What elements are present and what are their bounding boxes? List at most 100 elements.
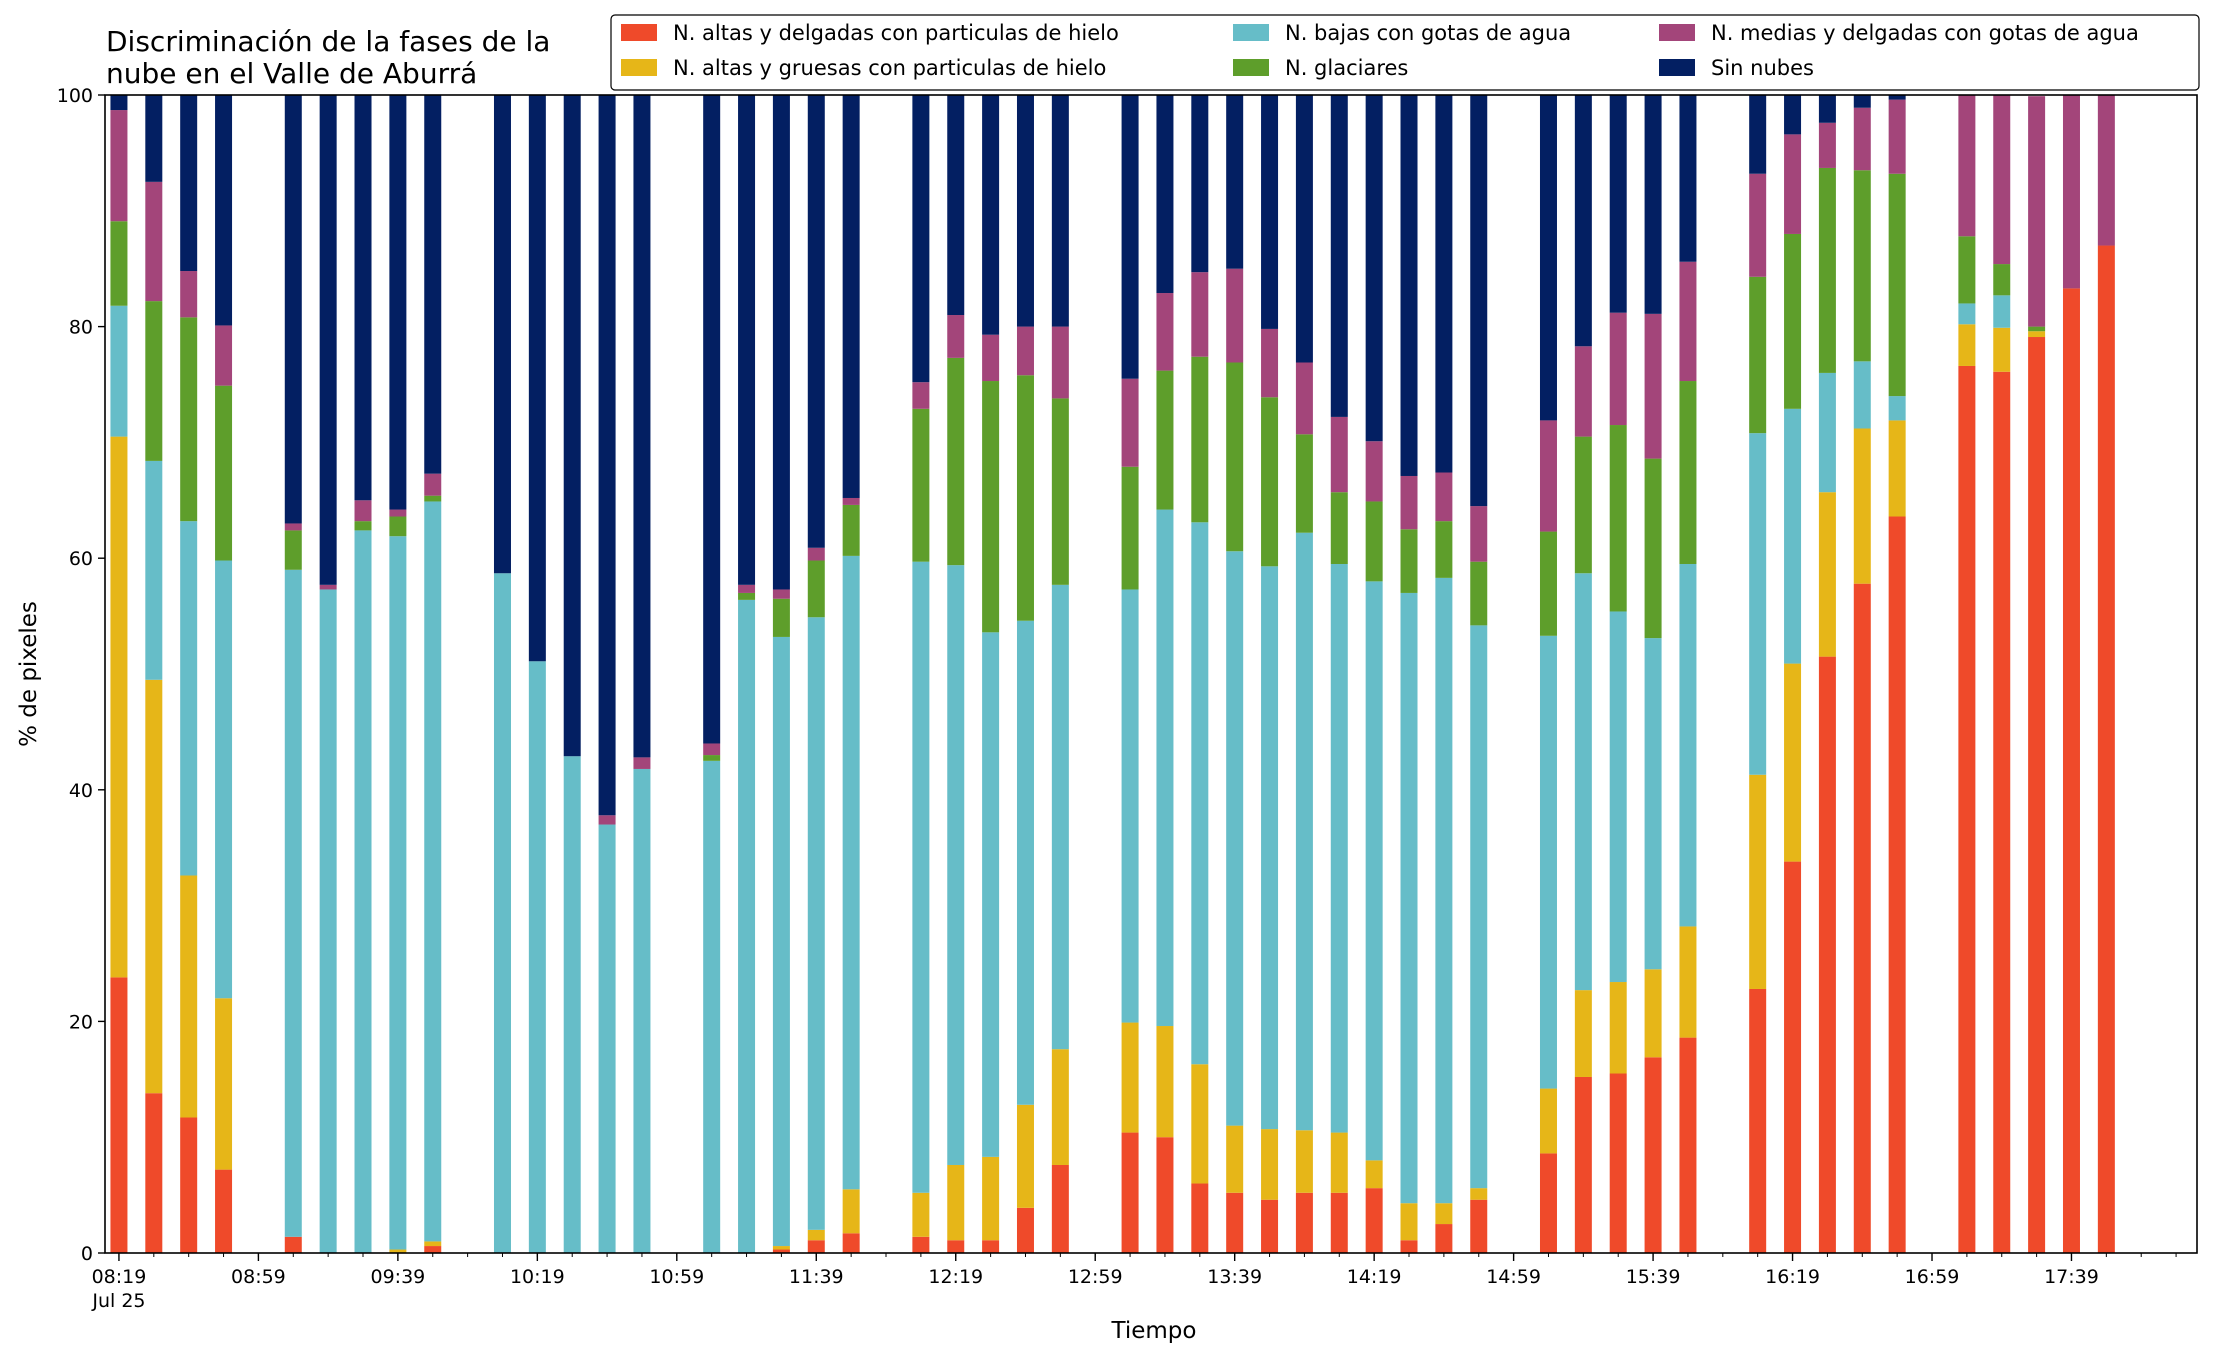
bar-segment bbox=[1888, 420, 1906, 517]
bar-segment bbox=[354, 95, 372, 501]
bar-segment bbox=[145, 1093, 163, 1253]
bar-segment bbox=[1993, 371, 2011, 1253]
bar-segment bbox=[1330, 492, 1348, 564]
bar-segment bbox=[1400, 95, 1418, 476]
bar-segment bbox=[145, 95, 163, 182]
bar-segment bbox=[1226, 362, 1244, 552]
bar-segment bbox=[1261, 397, 1279, 567]
x-axis-label: Tiempo bbox=[1111, 1318, 1197, 1344]
bar-segment bbox=[1261, 95, 1279, 329]
bar-segment bbox=[284, 569, 302, 1237]
x-tick-label: 12:19 bbox=[928, 1266, 983, 1288]
bar-segment bbox=[1888, 173, 1906, 397]
bar-segment bbox=[1156, 370, 1174, 510]
bar-segment bbox=[1016, 1104, 1034, 1208]
x-tick-sublabel: Jul 25 bbox=[91, 1290, 145, 1312]
bar-segment bbox=[633, 95, 651, 758]
bar-segment bbox=[1191, 272, 1209, 357]
bar-segment bbox=[1295, 434, 1313, 533]
bar-segment bbox=[1400, 529, 1418, 593]
y-tick-label: 80 bbox=[69, 317, 93, 339]
bar-segment bbox=[1330, 1192, 1348, 1253]
bar-segment bbox=[1121, 95, 1139, 379]
bar-segment bbox=[1958, 365, 1976, 1254]
bar-segment bbox=[772, 1249, 790, 1253]
bar-segment bbox=[215, 95, 233, 326]
bar-segment bbox=[1156, 509, 1174, 1027]
bar-segment bbox=[947, 565, 965, 1165]
bar-segment bbox=[1400, 592, 1418, 1204]
bar-segment bbox=[180, 95, 198, 272]
bar-segment bbox=[1609, 312, 1627, 426]
bar-segment bbox=[1016, 375, 1034, 621]
bar-segment bbox=[772, 95, 790, 590]
bar-segment bbox=[1539, 95, 1557, 421]
bar-segment bbox=[110, 221, 128, 306]
bar-segment bbox=[947, 315, 965, 358]
bar-segment bbox=[1644, 1057, 1662, 1253]
bar-segment bbox=[703, 755, 721, 761]
bar-segment bbox=[1679, 261, 1697, 382]
bar-segment bbox=[1435, 472, 1453, 522]
legend-entry: Sin nubes bbox=[1711, 56, 1814, 80]
bar-segment bbox=[1853, 170, 1871, 362]
legend-entry: N. altas y delgadas con particulas de hi… bbox=[673, 21, 1119, 45]
bar-segment bbox=[424, 1246, 442, 1253]
bar-segment bbox=[180, 1117, 198, 1253]
bar-segment bbox=[1784, 95, 1802, 135]
bar-segment bbox=[1121, 1022, 1139, 1133]
bar-segment bbox=[145, 679, 163, 1094]
bar-segment bbox=[1435, 1203, 1453, 1225]
bar-segment bbox=[215, 1169, 233, 1253]
bar-segment bbox=[1958, 303, 1976, 325]
bar-segment bbox=[1016, 326, 1034, 376]
bar-segment bbox=[110, 436, 128, 978]
bar-segment bbox=[1609, 95, 1627, 313]
bar-segment bbox=[772, 1246, 790, 1250]
legend-swatch bbox=[621, 24, 657, 41]
bar-segment bbox=[982, 1240, 1000, 1253]
bar-segment bbox=[284, 530, 302, 570]
bar-segment bbox=[1226, 1125, 1244, 1193]
x-tick-label: 09:39 bbox=[370, 1266, 425, 1288]
bar-segment bbox=[1295, 1192, 1313, 1253]
bar-segment bbox=[738, 592, 756, 600]
x-tick-label: 16:19 bbox=[1765, 1266, 1820, 1288]
bar-segment bbox=[982, 381, 1000, 633]
bar-segment bbox=[982, 632, 1000, 1157]
bar-segment bbox=[145, 181, 163, 302]
bar-segment bbox=[389, 536, 407, 1250]
bar-segment bbox=[1051, 326, 1069, 399]
bar-segment bbox=[1156, 1137, 1174, 1253]
y-tick-label: 40 bbox=[69, 780, 93, 802]
bar-segment bbox=[1226, 95, 1244, 269]
bar-segment bbox=[284, 523, 302, 531]
bar-segment bbox=[1574, 990, 1592, 1077]
x-tick-label: 10:19 bbox=[510, 1266, 565, 1288]
bar-segment bbox=[1435, 521, 1453, 578]
x-tick-label: 08:19 bbox=[92, 1266, 147, 1288]
bar-segment bbox=[1749, 173, 1767, 277]
bar-segment bbox=[1609, 425, 1627, 612]
bar-segment bbox=[1679, 381, 1697, 564]
bar-segment bbox=[1574, 95, 1592, 347]
bar-segment bbox=[947, 357, 965, 566]
bar-segment bbox=[1051, 95, 1069, 327]
bar-segment bbox=[1749, 276, 1767, 434]
bar-segment bbox=[1191, 1183, 1209, 1253]
bar-segment bbox=[1051, 1164, 1069, 1253]
bars-layer bbox=[110, 95, 2115, 1254]
bar-segment bbox=[633, 768, 651, 1253]
y-tick-label: 0 bbox=[81, 1243, 93, 1265]
bar-segment bbox=[1330, 1132, 1348, 1193]
x-tick-label: 12:59 bbox=[1068, 1266, 1123, 1288]
bar-segment bbox=[1226, 551, 1244, 1126]
legend-swatch bbox=[621, 59, 657, 76]
bar-segment bbox=[703, 743, 721, 756]
bar-segment bbox=[1226, 268, 1244, 363]
bar-segment bbox=[1261, 1129, 1279, 1200]
bar-segment bbox=[1644, 969, 1662, 1058]
bar-segment bbox=[1993, 95, 2011, 265]
bar-segment bbox=[1051, 584, 1069, 1050]
